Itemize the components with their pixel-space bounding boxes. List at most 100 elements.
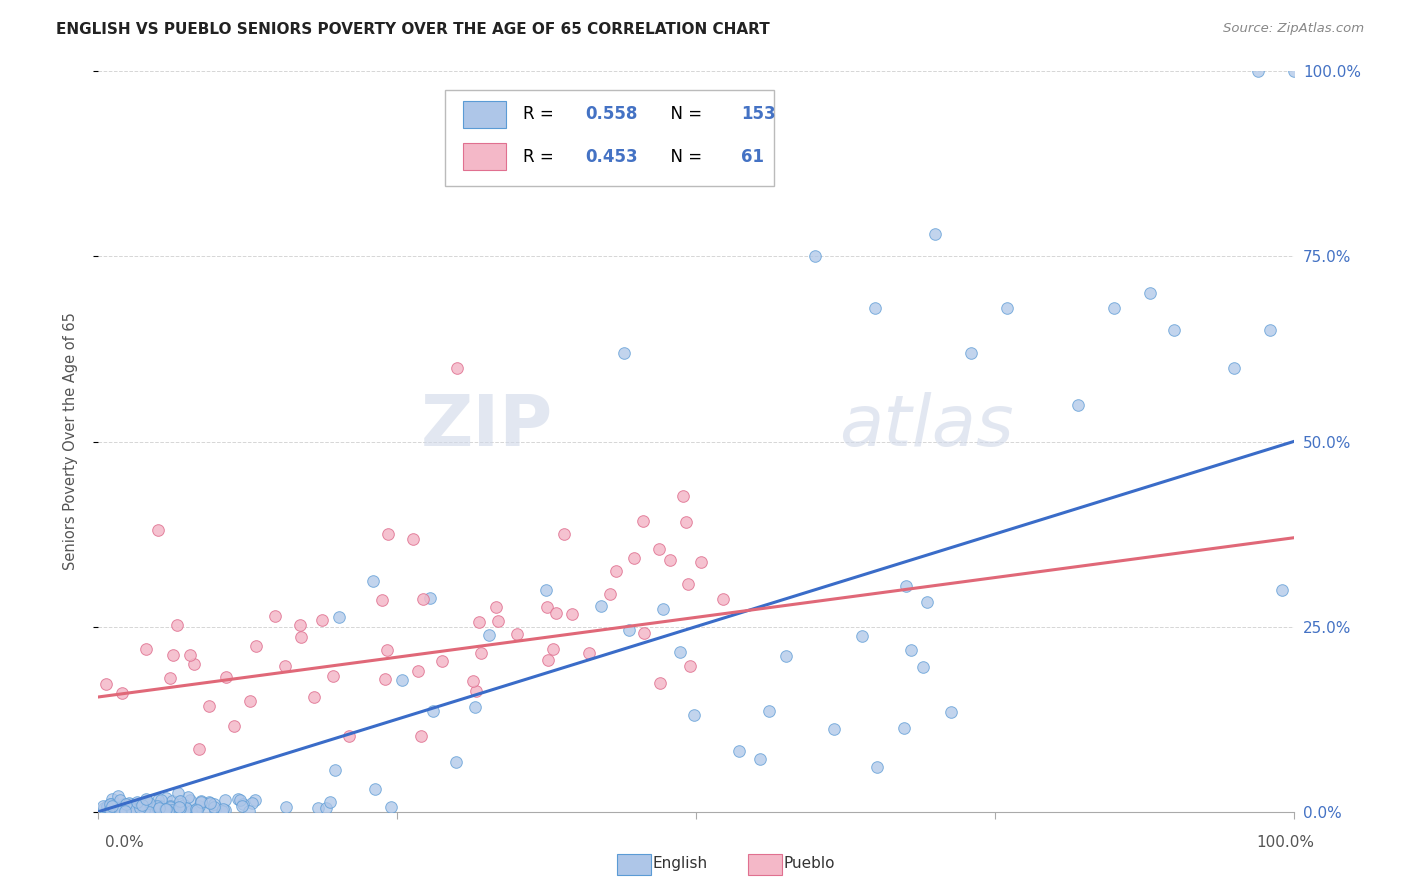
Point (307, 801, 329, 815)
Point (536, 599, 558, 614)
Point (169, 801, 191, 815)
Point (135, 791, 157, 805)
Point (195, 804, 218, 818)
Point (939, 705, 962, 719)
Point (866, 760, 889, 774)
Point (380, 800, 402, 814)
Point (101, 791, 124, 805)
Point (174, 800, 197, 814)
Text: atlas: atlas (839, 392, 1014, 461)
Point (652, 602, 675, 616)
Point (174, 805, 197, 819)
Point (138, 796, 160, 810)
Point (995, 301, 1018, 316)
Text: Pueblo: Pueblo (783, 856, 835, 871)
Point (409, 730, 432, 744)
Point (141, 802, 163, 816)
Point (98, 802, 121, 816)
Point (214, 793, 236, 807)
Point (183, 657, 205, 671)
Text: 153: 153 (741, 105, 776, 123)
Point (536, 582, 558, 597)
Point (110, 803, 132, 817)
Point (683, 708, 706, 723)
Point (485, 600, 508, 615)
Point (311, 613, 333, 627)
Point (727, 743, 749, 757)
Point (100, 798, 122, 813)
Point (315, 801, 337, 815)
Point (111, 797, 134, 812)
Point (633, 626, 655, 640)
Point (169, 794, 191, 808)
Point (159, 672, 181, 686)
Y-axis label: Seniors Poverty Over the Age of 65: Seniors Poverty Over the Age of 65 (63, 312, 77, 571)
Point (167, 800, 190, 814)
Point (599, 586, 621, 600)
Point (120, 797, 142, 811)
Point (648, 541, 671, 556)
Point (155, 802, 177, 816)
Text: English: English (652, 856, 707, 871)
Point (464, 683, 486, 698)
Point (658, 553, 681, 567)
Point (319, 795, 342, 809)
Text: Source: ZipAtlas.com: Source: ZipAtlas.com (1223, 22, 1364, 36)
Point (322, 669, 344, 683)
Point (391, 673, 413, 687)
Point (263, 608, 285, 623)
Point (159, 800, 181, 814)
Point (823, 722, 845, 736)
Point (118, 797, 141, 811)
Point (162, 648, 184, 662)
Point (121, 802, 143, 816)
Point (302, 690, 325, 704)
Point (180, 805, 202, 819)
Point (132, 798, 155, 813)
Point (184, 802, 207, 816)
Point (128, 800, 150, 814)
Point (128, 801, 150, 815)
Point (631, 514, 654, 528)
Point (276, 800, 298, 814)
Point (361, 574, 384, 588)
Text: 0.453: 0.453 (585, 147, 637, 166)
Point (893, 721, 915, 735)
Point (122, 803, 145, 817)
Point (127, 795, 149, 809)
Point (115, 797, 138, 812)
Point (1223, 360, 1246, 375)
Point (900, 642, 922, 657)
Point (136, 794, 159, 808)
Point (711, 592, 734, 607)
Point (187, 741, 209, 756)
Point (1258, 324, 1281, 338)
Point (1282, 64, 1305, 78)
Point (619, 623, 641, 637)
Point (215, 670, 238, 684)
Point (222, 718, 245, 732)
Point (374, 672, 396, 686)
Point (173, 797, 195, 812)
Point (232, 797, 254, 811)
Point (506, 627, 529, 641)
Point (214, 803, 236, 817)
Point (406, 664, 429, 678)
Point (136, 800, 159, 814)
Point (402, 532, 425, 546)
Point (136, 798, 159, 813)
Point (679, 659, 702, 673)
Point (170, 802, 193, 816)
Point (758, 704, 780, 718)
Point (422, 704, 444, 718)
Point (170, 804, 193, 818)
FancyBboxPatch shape (463, 101, 506, 128)
Point (166, 618, 188, 632)
Point (960, 345, 983, 359)
Point (187, 798, 209, 813)
Point (108, 804, 131, 818)
Point (464, 699, 486, 714)
Point (159, 804, 181, 818)
Point (110, 804, 132, 818)
Point (179, 648, 201, 663)
